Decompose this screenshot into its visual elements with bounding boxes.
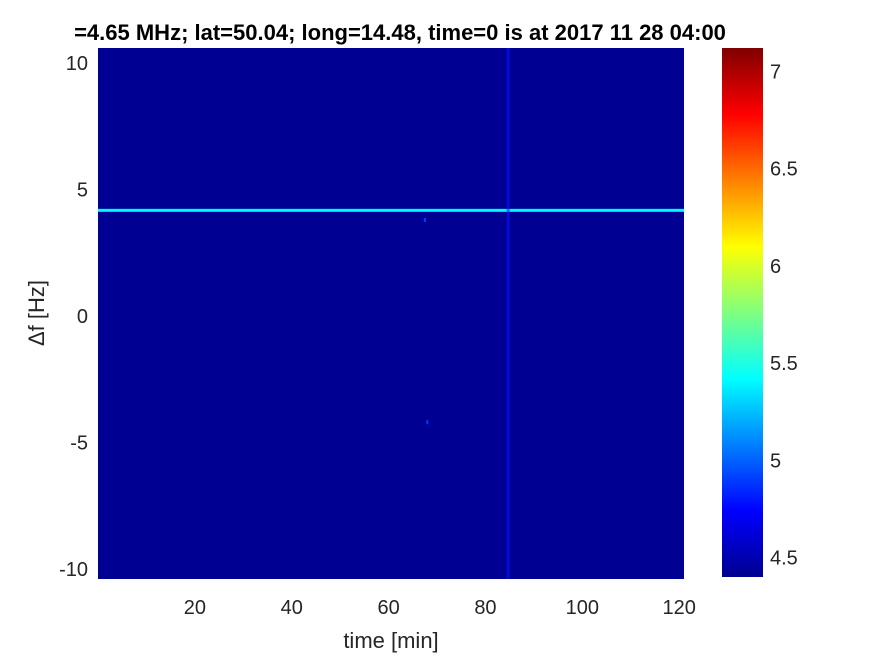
y-tick-label: -10 [59,559,88,581]
y-axis-label: Δf [Hz] [24,280,49,346]
plot-area [98,48,684,579]
x-tick-label: 60 [377,597,399,619]
colorbar-tick-label: 4.5 [770,548,798,570]
y-axis-ticks: -10 -5 0 5 10 [59,53,88,581]
x-tick-label: 100 [566,597,599,619]
colorbar-tick-label: 6 [770,256,781,278]
heatmap-background [98,48,684,579]
y-tick-label: 10 [66,53,88,75]
y-tick-label: 5 [77,180,88,202]
x-tick-label: 120 [662,597,695,619]
x-axis-label: time [min] [343,628,438,653]
x-tick-label: 20 [184,597,206,619]
chart-title: =4.65 MHz; lat=50.04; long=14.48, time=0… [74,20,726,45]
colorbar [722,48,763,577]
vertical-signal-line [506,48,510,579]
colorbar-tick-label: 6.5 [770,159,798,181]
signal-dot [426,420,429,425]
horizontal-signal-line [98,208,684,212]
x-axis-ticks: 20 40 60 80 100 120 [184,597,696,619]
signal-dot [423,217,426,222]
y-tick-label: 0 [77,306,88,328]
colorbar-ticks: 4.5 5 5.5 6 6.5 7 [770,61,798,569]
x-tick-label: 40 [281,597,303,619]
colorbar-tick-label: 5.5 [770,353,798,375]
y-tick-label: -5 [70,432,88,454]
colorbar-tick-label: 7 [770,61,781,83]
x-tick-label: 80 [474,597,496,619]
colorbar-tick-label: 5 [770,450,781,472]
